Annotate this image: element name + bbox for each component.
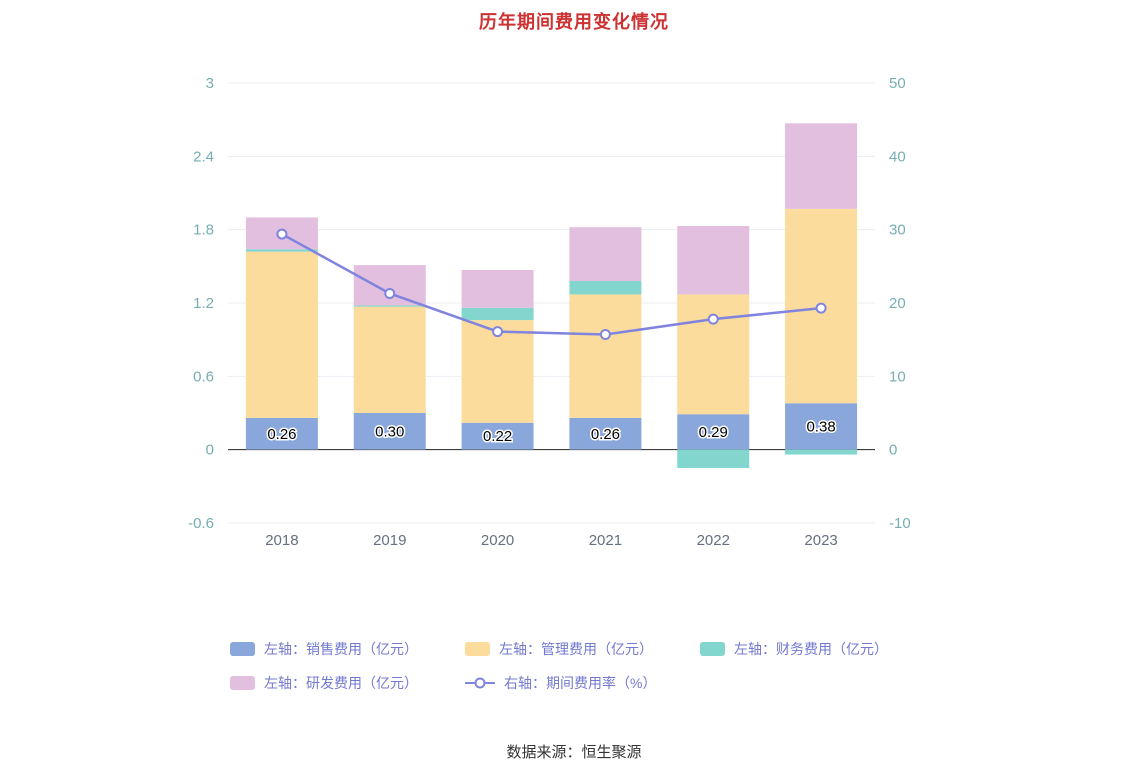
rate-line-marker	[276, 228, 288, 240]
legend-label: 左轴：研发费用（亿元）	[264, 675, 418, 691]
x-axis-label: 2020	[481, 532, 514, 549]
bar-segment	[461, 422, 534, 450]
legend-label: 右轴：期间费用率（%）	[504, 675, 657, 691]
rate-line-marker	[815, 302, 827, 314]
bar-segment	[569, 417, 642, 450]
legend-label: 左轴：财务费用（亿元）	[734, 641, 888, 657]
bar-segment	[353, 413, 426, 450]
left-axis-tick: 1.8	[193, 222, 214, 239]
bar-segment	[785, 403, 858, 450]
bar-value-label: 0.26	[591, 426, 620, 443]
right-axis-tick: 20	[889, 295, 906, 312]
legend-item-2[interactable]: 左轴：管理费用（亿元）	[465, 639, 700, 659]
right-axis-tick: 50	[889, 75, 906, 92]
bar-value-label: 0.29	[699, 424, 728, 441]
rate-line-marker	[492, 326, 504, 338]
rate-line-marker	[599, 329, 611, 341]
left-axis-tick: 0	[206, 442, 214, 459]
legend-line-marker-icon	[465, 677, 495, 689]
legend-label: 左轴：销售费用（亿元）	[264, 641, 418, 657]
x-axis-label: 2018	[265, 532, 298, 549]
bar-segment	[785, 449, 858, 455]
legend-swatch-icon	[230, 676, 255, 690]
bar-segment	[677, 449, 750, 468]
x-axis-label: 2019	[373, 532, 406, 549]
bar-segment	[353, 305, 426, 307]
bar-segment	[461, 270, 534, 308]
right-axis-tick: -10	[889, 515, 911, 532]
legend-item-3[interactable]: 左轴：财务费用（亿元）	[700, 639, 935, 659]
bar-segment	[461, 320, 534, 423]
bar-segment	[569, 281, 642, 295]
legend-item-5[interactable]: 右轴：期间费用率（%）	[465, 673, 700, 693]
bar-segment	[677, 294, 750, 415]
bar-value-label: 0.38	[806, 418, 835, 435]
bar-segment	[677, 226, 750, 295]
x-axis-label: 2023	[804, 532, 837, 549]
bar-segment	[353, 265, 426, 306]
expense-chart: 3 2.4 1.8 1.2 0.6 0 -0.6 50 40 30 20 10 0 -10 2018 2019…	[188, 75, 911, 549]
rate-line-marker	[707, 313, 719, 325]
legend-item-1[interactable]: 左轴：销售费用（亿元）	[230, 639, 465, 659]
bar-segment	[353, 306, 426, 413]
legend-label: 左轴：管理费用（亿元）	[499, 641, 653, 657]
rate-line-marker	[384, 287, 396, 299]
bar-value-label: 0.22	[483, 428, 512, 445]
bar-segment	[461, 307, 534, 321]
legend-swatch-icon	[465, 642, 490, 656]
x-axis-label: 2021	[589, 532, 622, 549]
bar-segment	[785, 123, 858, 209]
bar-segment	[245, 417, 318, 450]
right-axis-tick: 10	[889, 368, 906, 385]
right-axis-tick: 40	[889, 148, 906, 165]
bar-segment	[569, 294, 642, 418]
data-source: 数据来源：恒生聚源	[506, 744, 642, 761]
legend-swatch-icon	[230, 642, 255, 656]
left-axis-tick: 0.6	[193, 368, 214, 385]
x-axis-label: 2022	[697, 532, 730, 549]
bar-segment	[569, 227, 642, 281]
left-axis-tick: 1.2	[193, 295, 214, 312]
right-axis-tick: 30	[889, 222, 906, 239]
chart-legend: 左轴：销售费用（亿元） 左轴：管理费用（亿元） 左轴：财务费用（亿元） 左轴：研发费用…	[230, 639, 950, 707]
chart-title: 历年期间费用变化情况	[479, 12, 669, 32]
legend-item-4[interactable]: 左轴：研发费用（亿元）	[230, 673, 465, 693]
bar-value-label: 0.26	[267, 426, 296, 443]
left-axis-tick: -0.6	[188, 515, 214, 532]
left-axis-tick: 2.4	[193, 148, 214, 165]
bar-segment	[245, 249, 318, 252]
bar-segment	[245, 251, 318, 418]
bar-segment	[677, 414, 750, 450]
left-axis-tick: 3	[206, 75, 214, 92]
legend-swatch-icon	[700, 642, 725, 656]
rate-line	[281, 232, 822, 336]
right-axis-tick: 0	[889, 442, 897, 459]
bar-value-label: 0.30	[375, 423, 404, 440]
